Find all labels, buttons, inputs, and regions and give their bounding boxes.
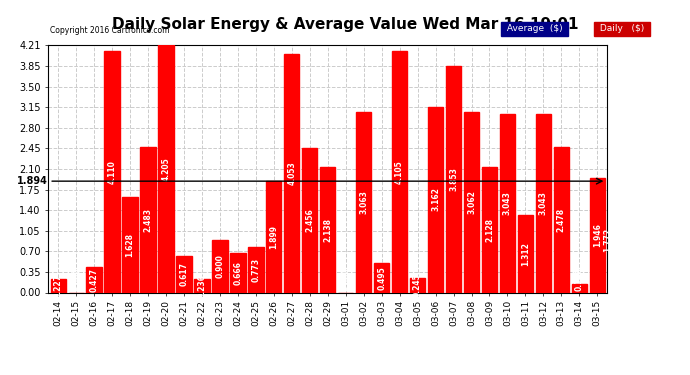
- Text: 4.205: 4.205: [161, 157, 170, 181]
- Text: 2.128: 2.128: [485, 218, 494, 242]
- Text: 4.105: 4.105: [395, 160, 404, 184]
- Text: 3.043: 3.043: [503, 191, 512, 215]
- Bar: [159, 45, 174, 292]
- Text: 0.227: 0.227: [54, 274, 63, 298]
- Bar: [177, 256, 192, 292]
- Bar: [374, 263, 389, 292]
- Text: Daily   ($): Daily ($): [597, 24, 647, 33]
- Text: 0.000: 0.000: [342, 267, 351, 291]
- Text: Daily Solar Energy & Average Value Wed Mar 16 19:01: Daily Solar Energy & Average Value Wed M…: [112, 17, 578, 32]
- Text: 1.899: 1.899: [269, 225, 278, 249]
- Text: 1.894: 1.894: [17, 176, 48, 186]
- Bar: [248, 247, 264, 292]
- Text: 1.628: 1.628: [126, 232, 135, 256]
- Text: 1.312: 1.312: [521, 242, 530, 266]
- Bar: [572, 284, 587, 292]
- Text: 0.773: 0.773: [251, 258, 260, 282]
- Text: 4.053: 4.053: [287, 162, 296, 185]
- Bar: [428, 106, 443, 292]
- Text: 3.062: 3.062: [467, 190, 476, 214]
- Bar: [104, 51, 120, 292]
- Bar: [86, 267, 101, 292]
- Bar: [554, 147, 569, 292]
- Text: 0.427: 0.427: [90, 268, 99, 292]
- Text: 0.617: 0.617: [179, 262, 188, 286]
- Text: 3.162: 3.162: [431, 188, 440, 211]
- Text: 2.456: 2.456: [305, 209, 314, 232]
- Text: 0.900: 0.900: [215, 254, 224, 278]
- Text: 0.236: 0.236: [197, 274, 206, 297]
- Bar: [392, 51, 407, 292]
- Bar: [356, 112, 371, 292]
- Text: Copyright 2016 Cartronics.com: Copyright 2016 Cartronics.com: [50, 26, 169, 35]
- Bar: [284, 54, 299, 292]
- Bar: [590, 178, 605, 292]
- Text: Average  ($): Average ($): [504, 24, 565, 33]
- Text: 3.853: 3.853: [449, 167, 458, 191]
- Bar: [500, 114, 515, 292]
- Bar: [195, 279, 210, 292]
- Bar: [464, 112, 479, 292]
- Text: 3.043: 3.043: [539, 191, 548, 215]
- Bar: [213, 240, 228, 292]
- Text: 0.666: 0.666: [233, 261, 242, 285]
- Bar: [320, 167, 335, 292]
- Text: 0.000: 0.000: [72, 267, 81, 291]
- Text: 2.483: 2.483: [144, 207, 152, 231]
- Bar: [535, 114, 551, 292]
- Bar: [446, 66, 461, 292]
- Bar: [302, 148, 317, 292]
- Text: 4.110: 4.110: [108, 160, 117, 184]
- Text: 2.138: 2.138: [323, 217, 333, 242]
- Text: 0.146: 0.146: [575, 267, 584, 291]
- Text: 0.495: 0.495: [377, 266, 386, 290]
- Text: 1.772: 1.772: [602, 228, 612, 252]
- Text: 3.063: 3.063: [359, 190, 368, 214]
- Text: 0.245: 0.245: [413, 273, 422, 297]
- Bar: [230, 254, 246, 292]
- Bar: [140, 147, 156, 292]
- Bar: [50, 279, 66, 292]
- Bar: [122, 197, 138, 292]
- Bar: [266, 181, 282, 292]
- Bar: [410, 278, 425, 292]
- Bar: [482, 167, 497, 292]
- Text: 2.478: 2.478: [557, 208, 566, 232]
- Text: 1.946: 1.946: [593, 224, 602, 247]
- Bar: [518, 215, 533, 292]
